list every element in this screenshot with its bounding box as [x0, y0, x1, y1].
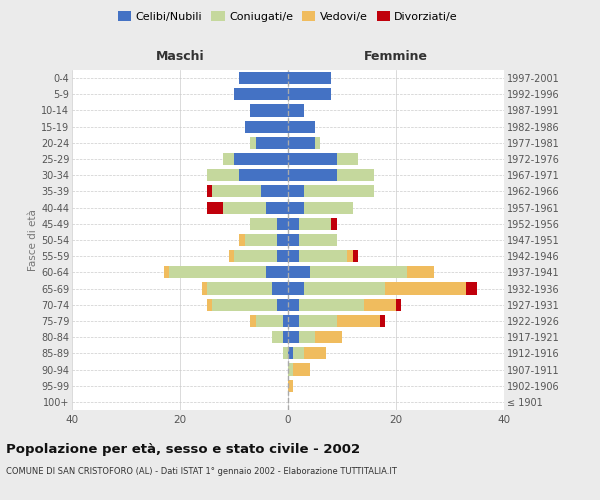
- Legend: Celibi/Nubili, Coniugati/e, Vedovi/e, Divorziati/e: Celibi/Nubili, Coniugati/e, Vedovi/e, Di…: [115, 8, 461, 25]
- Bar: [288, 315, 299, 327]
- Bar: [288, 331, 299, 343]
- Bar: [299, 298, 364, 311]
- Bar: [304, 186, 374, 198]
- Bar: [288, 153, 337, 165]
- Bar: [223, 153, 234, 165]
- Bar: [202, 282, 207, 294]
- Bar: [364, 298, 396, 311]
- Bar: [234, 153, 288, 165]
- Bar: [239, 169, 288, 181]
- Bar: [380, 315, 385, 327]
- Bar: [466, 282, 477, 294]
- Bar: [256, 137, 288, 149]
- Bar: [207, 186, 212, 198]
- Bar: [283, 315, 288, 327]
- Bar: [250, 137, 256, 149]
- Bar: [288, 218, 299, 230]
- Bar: [288, 137, 315, 149]
- Bar: [288, 120, 315, 132]
- Bar: [299, 250, 347, 262]
- Bar: [212, 186, 261, 198]
- Bar: [315, 331, 342, 343]
- Bar: [207, 169, 239, 181]
- Bar: [288, 72, 331, 84]
- Bar: [245, 234, 277, 246]
- Bar: [353, 250, 358, 262]
- Bar: [239, 72, 288, 84]
- Bar: [288, 266, 310, 278]
- Bar: [331, 218, 337, 230]
- Bar: [207, 282, 272, 294]
- Bar: [234, 88, 288, 101]
- Bar: [347, 250, 353, 262]
- Bar: [223, 202, 266, 213]
- Bar: [293, 364, 310, 376]
- Bar: [299, 315, 337, 327]
- Bar: [288, 380, 293, 392]
- Bar: [272, 282, 288, 294]
- Bar: [250, 218, 277, 230]
- Bar: [299, 234, 337, 246]
- Bar: [337, 169, 374, 181]
- Bar: [288, 169, 337, 181]
- Bar: [293, 348, 304, 360]
- Bar: [288, 298, 299, 311]
- Bar: [310, 266, 407, 278]
- Bar: [266, 202, 288, 213]
- Bar: [234, 250, 277, 262]
- Bar: [337, 153, 358, 165]
- Bar: [304, 202, 353, 213]
- Bar: [288, 104, 304, 117]
- Bar: [250, 315, 256, 327]
- Bar: [288, 364, 293, 376]
- Bar: [229, 250, 234, 262]
- Text: Maschi: Maschi: [155, 50, 205, 63]
- Bar: [288, 250, 299, 262]
- Bar: [337, 315, 380, 327]
- Y-axis label: Fasce di età: Fasce di età: [28, 209, 38, 271]
- Bar: [385, 282, 466, 294]
- Bar: [207, 202, 223, 213]
- Bar: [277, 218, 288, 230]
- Bar: [288, 202, 304, 213]
- Bar: [288, 282, 304, 294]
- Bar: [169, 266, 266, 278]
- Bar: [288, 186, 304, 198]
- Bar: [212, 298, 277, 311]
- Bar: [288, 234, 299, 246]
- Bar: [288, 348, 293, 360]
- Bar: [283, 331, 288, 343]
- Bar: [245, 120, 288, 132]
- Text: Femmine: Femmine: [364, 50, 428, 63]
- Bar: [164, 266, 169, 278]
- Bar: [299, 331, 315, 343]
- Bar: [299, 218, 331, 230]
- Bar: [272, 331, 283, 343]
- Bar: [239, 234, 245, 246]
- Bar: [277, 234, 288, 246]
- Bar: [283, 348, 288, 360]
- Bar: [256, 315, 283, 327]
- Bar: [277, 298, 288, 311]
- Bar: [277, 250, 288, 262]
- Text: COMUNE DI SAN CRISTOFORO (AL) - Dati ISTAT 1° gennaio 2002 - Elaborazione TUTTIT: COMUNE DI SAN CRISTOFORO (AL) - Dati IST…: [6, 468, 397, 476]
- Bar: [288, 88, 331, 101]
- Bar: [304, 282, 385, 294]
- Bar: [266, 266, 288, 278]
- Bar: [315, 137, 320, 149]
- Bar: [261, 186, 288, 198]
- Bar: [250, 104, 288, 117]
- Text: Popolazione per età, sesso e stato civile - 2002: Popolazione per età, sesso e stato civil…: [6, 442, 360, 456]
- Bar: [407, 266, 434, 278]
- Bar: [396, 298, 401, 311]
- Bar: [304, 348, 326, 360]
- Bar: [207, 298, 212, 311]
